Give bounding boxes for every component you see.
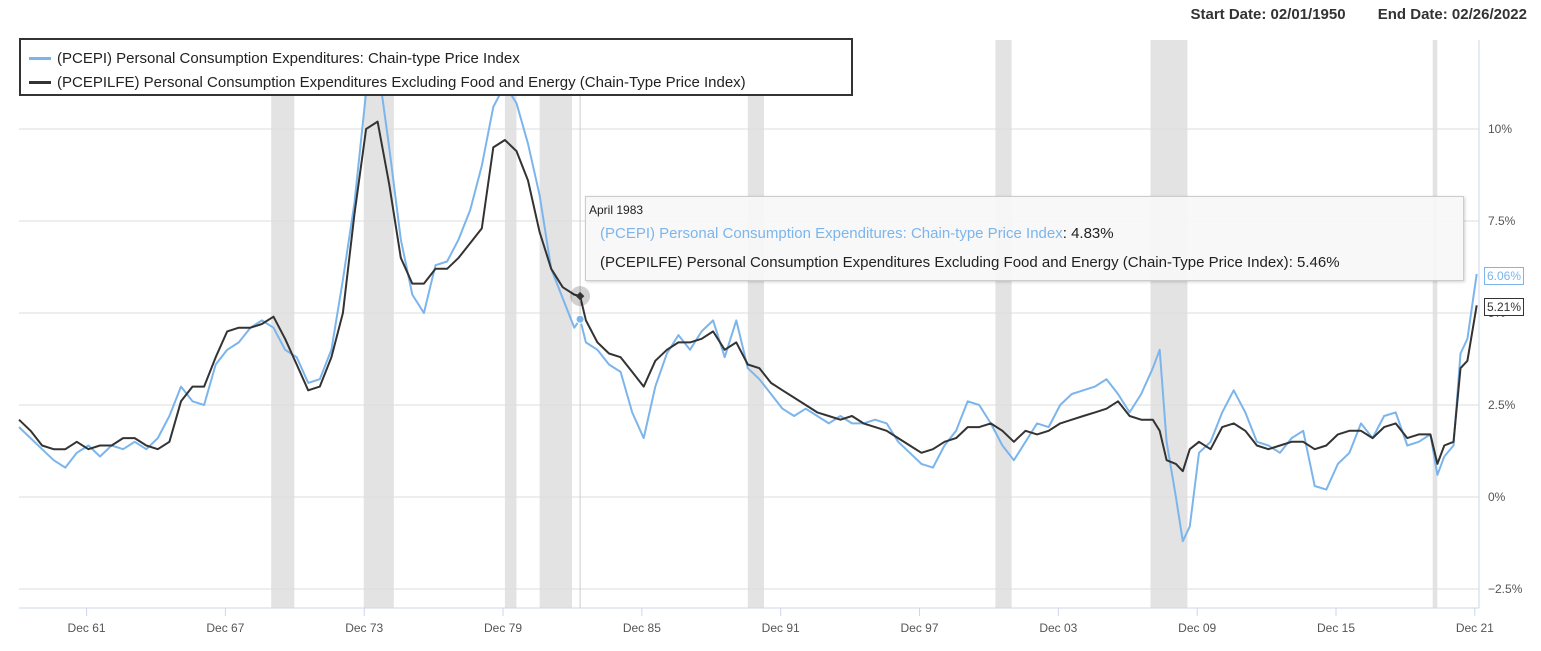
x-tick-label: Dec 91	[762, 621, 800, 635]
end-label-pcepilfe: 5.21%	[1484, 298, 1525, 316]
legend-swatch-pcepilfe	[29, 80, 51, 84]
tooltip-label-pcepi: (PCEPI) Personal Consumption Expenditure…	[600, 225, 1063, 242]
y-tick-label: 10%	[1488, 122, 1512, 136]
series-line-pcepi	[18, 61, 1478, 543]
series-lines	[18, 61, 1478, 543]
recession-band	[504, 40, 517, 608]
y-tick-label: −2.5%	[1488, 582, 1523, 596]
legend-item-pcepilfe[interactable]: (PCEPILFE) Personal Consumption Expendit…	[29, 72, 746, 92]
recession-bands	[271, 40, 1438, 608]
legend-swatch-pcepi	[29, 56, 51, 60]
x-tick-label: Dec 73	[345, 621, 383, 635]
recession-band	[539, 40, 572, 608]
tooltip: April 1983 (PCEPI) Personal Consumption …	[585, 196, 1464, 281]
recession-band	[363, 40, 394, 608]
x-tick-label: Dec 97	[901, 621, 939, 635]
x-tick-label: Dec 79	[484, 621, 522, 635]
y-tick-label: 2.5%	[1488, 398, 1516, 412]
end-date-label: End Date: 02/26/2022	[1377, 6, 1527, 23]
recession-band	[1432, 40, 1438, 608]
hover-markers	[570, 40, 591, 608]
x-tick-label: Dec 09	[1178, 621, 1216, 635]
tooltip-row-pcepilfe: (PCEPILFE) Personal Consumption Expendit…	[600, 254, 1340, 271]
tooltip-value-pcepi: 4.83%	[1071, 225, 1114, 242]
tooltip-label-pcepilfe: (PCEPILFE) Personal Consumption Expendit…	[600, 254, 1289, 271]
recession-band	[747, 40, 765, 608]
x-tick-label: Dec 03	[1039, 621, 1077, 635]
end-label-pcepi: 6.06%	[1484, 267, 1525, 285]
hover-marker-pcepilfe	[575, 291, 585, 301]
legend-label-pcepilfe: (PCEPILFE) Personal Consumption Expendit…	[57, 73, 746, 91]
x-tick-label: Dec 21	[1456, 621, 1494, 635]
legend-label-pcepi: (PCEPI) Personal Consumption Expenditure…	[57, 49, 520, 67]
recession-band	[1150, 40, 1188, 608]
x-tick-label: Dec 67	[206, 621, 244, 635]
tooltip-row-pcepi: (PCEPI) Personal Consumption Expenditure…	[600, 225, 1114, 242]
x-tick-label: Dec 61	[68, 621, 106, 635]
x-tick-label: Dec 85	[623, 621, 661, 635]
tooltip-date: April 1983	[589, 203, 644, 217]
recession-band	[271, 40, 295, 608]
hover-marker-pcepi	[575, 314, 585, 324]
legend-item-pcepi[interactable]: (PCEPI) Personal Consumption Expenditure…	[29, 48, 520, 68]
tooltip-value-pcepilfe: 5.46%	[1297, 254, 1340, 271]
date-range: Start Date: 02/01/1950 End Date: 02/26/2…	[1162, 6, 1527, 23]
series-line-pcepilfe	[18, 120, 1478, 473]
x-tick-label: Dec 15	[1317, 621, 1355, 635]
y-tick-label: 0%	[1488, 490, 1506, 504]
legend: (PCEPI) Personal Consumption Expenditure…	[19, 38, 853, 96]
recession-band	[995, 40, 1012, 608]
y-tick-label: 7.5%	[1488, 214, 1516, 228]
start-date-label: Start Date: 02/01/1950	[1190, 6, 1346, 23]
